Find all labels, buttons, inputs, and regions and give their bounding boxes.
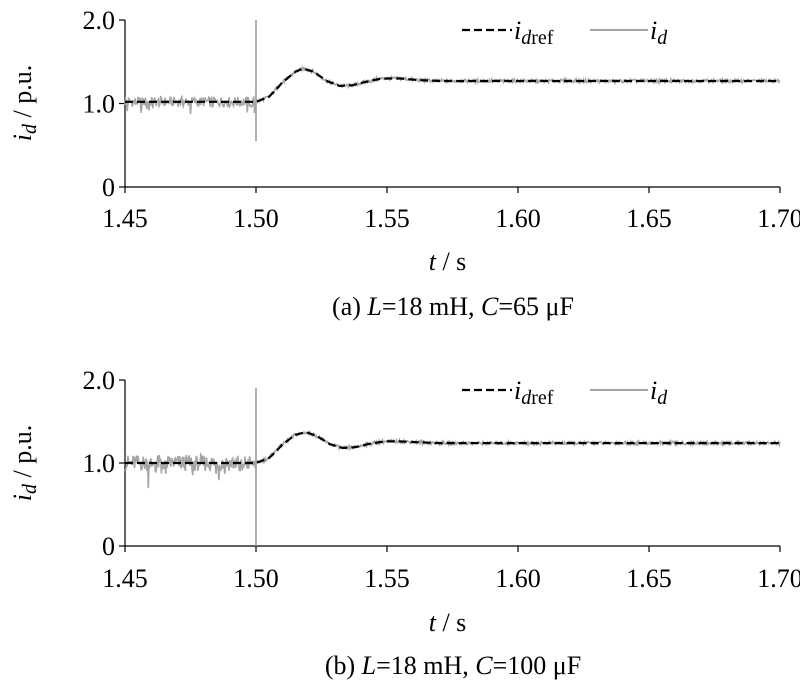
x-tick-label: 1.55 xyxy=(364,204,410,233)
y-tick-label: 0 xyxy=(102,532,115,561)
x-tick-label: 1.50 xyxy=(233,204,279,233)
panel-caption: (a) L=18 mH, C=65 μF xyxy=(332,292,574,321)
y-tick-label: 1.0 xyxy=(83,449,116,478)
series-id-line xyxy=(124,429,781,489)
x-tick-label: 1.60 xyxy=(495,564,541,593)
x-tick-label: 1.45 xyxy=(102,564,148,593)
y-tick-label: 2.0 xyxy=(83,366,116,395)
legend-id-label: id xyxy=(650,376,668,409)
y-axis-label: id / p.u. xyxy=(8,425,41,501)
x-tick-label: 1.70 xyxy=(757,564,800,593)
x-tick-label: 1.45 xyxy=(102,204,148,233)
x-axis-label: t / s xyxy=(429,608,467,637)
series-idref-line xyxy=(125,67,780,103)
y-tick-label: 2.0 xyxy=(83,6,116,35)
y-tick-label: 1.0 xyxy=(83,90,116,119)
series-idref-line xyxy=(125,431,780,465)
panel-caption: (b) L=18 mH, C=100 μF xyxy=(325,651,581,680)
legend: idref id xyxy=(462,376,668,409)
x-tick-label: 1.60 xyxy=(495,204,541,233)
series-id-line xyxy=(124,65,781,115)
legend-id-label: id xyxy=(650,16,668,49)
y-tick-label: 0 xyxy=(102,173,115,202)
x-tick-label: 1.65 xyxy=(626,204,672,233)
x-tick-label: 1.65 xyxy=(626,564,672,593)
legend-idref-label: idref xyxy=(514,16,554,49)
legend: idref id xyxy=(462,16,668,49)
y-axis-label: id / p.u. xyxy=(8,65,41,141)
x-tick-label: 1.70 xyxy=(757,204,800,233)
x-axis-label: t / s xyxy=(429,247,467,276)
x-tick-label: 1.50 xyxy=(233,564,279,593)
x-tick-label: 1.55 xyxy=(364,564,410,593)
legend-idref-label: idref xyxy=(514,376,554,409)
